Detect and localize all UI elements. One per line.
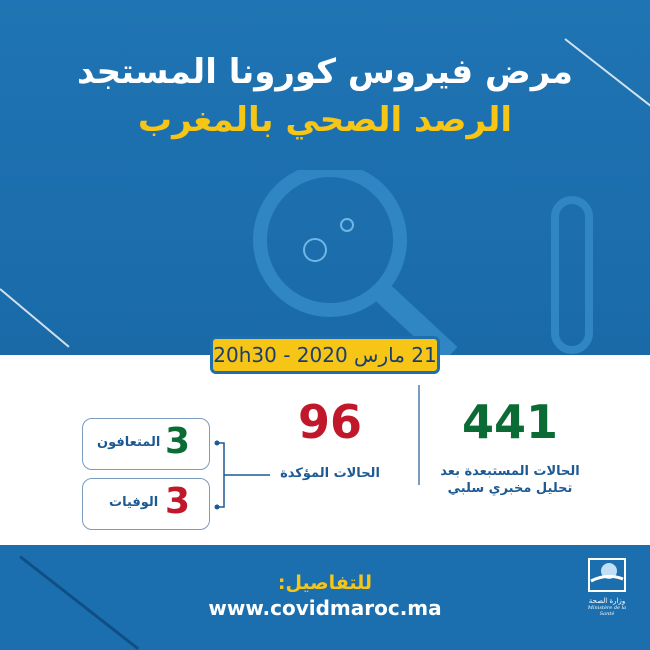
deaths-count: 3 — [165, 481, 191, 522]
divider — [418, 385, 420, 485]
ministry-logo: وزارة الصحة Ministère de la Santé — [582, 557, 632, 617]
confirmed-label: الحالات المؤكدة — [280, 466, 380, 481]
confirmed-count: 96 — [297, 395, 362, 449]
excluded-label-line2: تحليل مخبري سلبي — [447, 481, 573, 496]
magnifier-illustration — [253, 170, 593, 355]
excluded-count: 441 — [461, 395, 559, 449]
page-subtitle: الرصد الصحي بالمغرب — [137, 100, 513, 140]
header-section: مرض فيروس كورونا المستجد الرصد الصحي بال… — [0, 0, 650, 355]
recovered-box: 3 المتعافون — [82, 418, 210, 470]
deaths-box: 3 الوفيات — [82, 478, 210, 530]
excluded-label-line1: الحالات المستبعدة بعد — [440, 464, 580, 479]
deaths-label: الوفيات — [109, 495, 159, 510]
logo-text-fr: Ministère de la Santé — [587, 605, 627, 617]
ministry-logo-icon — [588, 558, 626, 592]
bracket-connector — [214, 440, 270, 510]
details-label: للتفاصيل: — [277, 572, 373, 594]
footer: وزارة الصحة Ministère de la Santé — [0, 545, 650, 650]
excluded-label: الحالات المستبعدة بعد تحليل مخبري سلبي — [430, 463, 590, 497]
website-link[interactable]: www.covidmaroc.ma — [208, 596, 442, 620]
decor-line — [0, 288, 70, 348]
stats-section: 441 الحالات المستبعدة بعد تحليل مخبري سل… — [0, 355, 650, 545]
page-title: مرض فيروس كورونا المستجد — [77, 52, 573, 92]
logo-text: وزارة الصحة — [588, 597, 626, 605]
recovered-label: المتعافون — [97, 435, 161, 450]
recovered-count: 3 — [165, 421, 191, 462]
date-badge: 21 مارس 2020 - 20h30 — [210, 336, 440, 374]
